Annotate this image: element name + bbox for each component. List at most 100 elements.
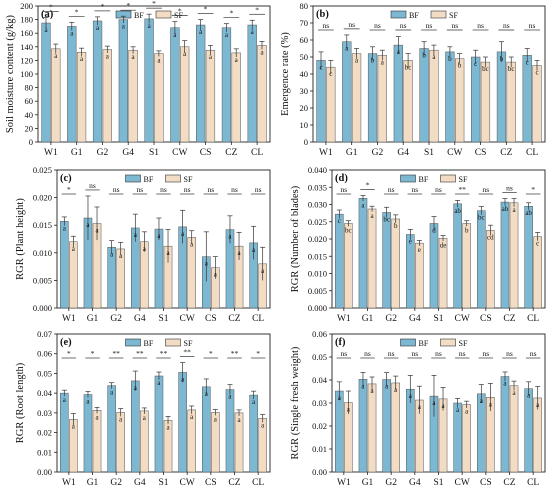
legend: BF SF <box>400 338 468 348</box>
bar-bf <box>107 385 116 473</box>
significance-letter: a <box>527 392 531 400</box>
significance-letter: a <box>370 387 374 395</box>
y-axis-label: Soil moisture content (g/kg) <box>5 14 16 133</box>
y-tick-label: 0.000 <box>33 303 52 313</box>
significance-letter: cd <box>487 233 494 241</box>
y-tick-label: 0.00 <box>312 467 327 477</box>
significance-letter: a <box>72 422 76 430</box>
y-axis-label: RGR (Number of blades) <box>290 185 301 292</box>
significance-marker: ns <box>160 185 167 194</box>
y-tick-label: 50 <box>300 52 309 62</box>
significance-marker: ns <box>89 181 96 190</box>
bar-bf <box>445 51 455 143</box>
bar-bf <box>202 386 211 473</box>
y-tick-label: 0.025 <box>308 217 327 227</box>
y-tick-label: 0.02 <box>312 421 327 431</box>
x-tick-label: W1 <box>44 148 58 158</box>
y-tick-label: 0.000 <box>308 303 327 313</box>
x-tick-label: G2 <box>97 148 109 158</box>
bar-bf <box>524 388 533 473</box>
chart-panel: 0 20 40 60 80 100 120 140 160 180 200 Soil moisture… <box>5 0 271 158</box>
significance-letter: a <box>397 48 401 56</box>
legend: BF SF <box>125 174 193 184</box>
significance-letter: a <box>205 260 209 268</box>
significance-marker: ns <box>364 349 371 358</box>
legend-label: SF <box>184 339 193 348</box>
significance-letter: a <box>338 394 342 402</box>
bar-sf <box>403 60 413 143</box>
significance-letter: a <box>70 29 74 37</box>
bar-sf <box>326 66 336 143</box>
x-tick-label: G4 <box>409 314 421 324</box>
significance-letter: b <box>500 55 504 63</box>
significance-letter: a <box>480 397 484 405</box>
significance-marker: ns <box>530 349 537 358</box>
bar-sf <box>377 55 387 143</box>
bar-bf <box>154 228 164 309</box>
bar-bf <box>247 24 257 143</box>
significance-letter: a <box>157 232 161 240</box>
significance-letter: a <box>157 57 161 65</box>
significance-marker: * <box>152 0 156 8</box>
y-tick-label: 0 <box>304 137 308 147</box>
legend-swatch-sf <box>440 174 456 183</box>
significance-letter: a <box>361 382 365 390</box>
y-tick-label: 0.02 <box>37 428 52 438</box>
bar-bf <box>382 212 391 309</box>
significance-marker: ns <box>482 185 489 194</box>
significance-letter: ab <box>525 209 532 217</box>
significance-marker: ns <box>340 185 347 194</box>
significance-marker: ns <box>411 185 418 194</box>
bar-bf <box>67 26 77 143</box>
significance-letter: c <box>329 70 332 78</box>
y-tick-label: 10 <box>300 120 309 130</box>
x-tick-label: G1 <box>87 478 99 488</box>
bar-sf <box>76 51 87 143</box>
y-tick-label: 180 <box>20 15 33 25</box>
significance-letter: a <box>456 406 460 414</box>
x-tick-label: CZ <box>503 314 515 324</box>
significance-letter: a <box>361 201 365 209</box>
significance-letter: a <box>214 271 218 279</box>
significance-marker: ns <box>451 21 458 30</box>
x-tick-label: G1 <box>71 148 83 158</box>
legend-swatch-sf <box>165 338 181 347</box>
significance-letter: a <box>190 413 194 421</box>
y-tick-label: 120 <box>20 55 33 65</box>
y-tick-label: 40 <box>25 110 34 120</box>
significance-letter: a <box>465 408 469 416</box>
legend-label: BF <box>144 175 154 184</box>
x-tick-label: CL <box>527 478 539 488</box>
significance-letter: c <box>319 63 322 71</box>
legend-label: BF <box>144 339 154 348</box>
significance-letter: a <box>205 390 209 398</box>
significance-letter: a <box>512 206 516 214</box>
significance-marker: ** <box>183 348 191 357</box>
significance-letter: c <box>526 58 529 66</box>
x-tick-label: CL <box>252 478 264 488</box>
significance-letter: a <box>183 50 187 58</box>
significance-letter: b <box>394 222 398 230</box>
bar-sf <box>205 49 216 143</box>
x-tick-label: G4 <box>122 148 134 158</box>
significance-marker: ns <box>503 21 510 30</box>
x-tick-label: CW <box>455 478 470 488</box>
bar-sf <box>455 58 465 143</box>
significance-letter: a <box>536 401 540 409</box>
x-tick-label: G1 <box>346 148 358 158</box>
significance-letter: a <box>132 53 136 61</box>
y-tick-label: 0.03 <box>312 398 327 408</box>
significance-letter: a <box>95 227 99 235</box>
x-tick-label: CZ <box>503 478 515 488</box>
significance-letter: a <box>394 386 398 394</box>
significance-marker: ns <box>323 21 330 30</box>
legend: BF SF <box>390 10 458 20</box>
significance-letter: a <box>355 57 359 65</box>
bar-bf <box>367 53 378 143</box>
legend-label: BF <box>419 339 429 348</box>
significance-marker: ns <box>477 21 484 30</box>
significance-letter: a <box>181 230 185 238</box>
bar-sf <box>391 218 400 309</box>
x-tick-label: CS <box>475 148 487 158</box>
significance-letter: a <box>214 415 218 423</box>
